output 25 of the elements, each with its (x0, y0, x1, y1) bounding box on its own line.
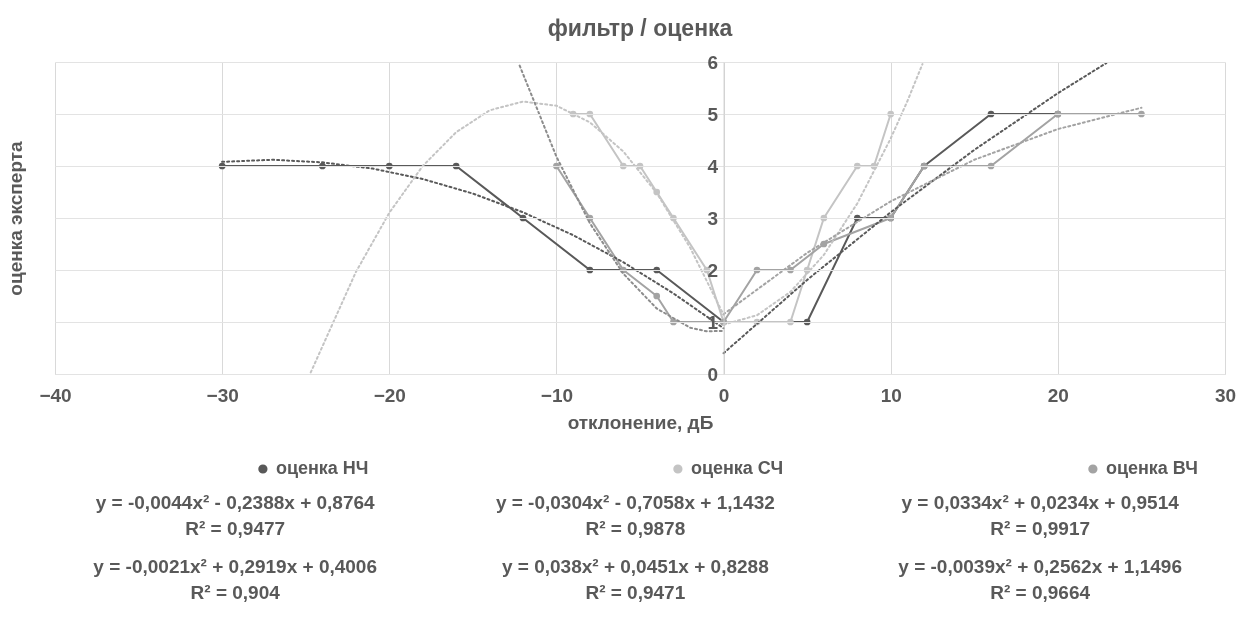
y-tick-label: 2 (707, 259, 719, 281)
legend-label: оценка НЧ (275, 458, 369, 478)
text: y = -0,0021x² + 0,2919x + 0,4006 R² = 0,904 (93, 556, 378, 603)
y-tick-label: 6 (707, 51, 719, 73)
text: y = -0,0304x² - 0,7058x + 1,1432 R² = 0,9878 (495, 492, 775, 539)
text: y = -0,0044x² - 0,2388x + 0,8764 R² = 0,9477 (95, 492, 376, 539)
x-tick-label: 10 (880, 384, 902, 406)
text: y = -0,0039x² + 0,2562x + 1,1496 R² = 0,9664 (898, 556, 1182, 603)
text: y = 0,038x² + 0,0451x + 0,8288 R² = 0,9471 (501, 556, 769, 603)
x-tick-label: 20 (1047, 384, 1069, 406)
y-tick-label: 5 (707, 103, 719, 125)
chart-title: фильтр / оценка (547, 15, 733, 41)
x-axis-title: отклонение, дБ (567, 411, 714, 433)
x-tick-label: −30 (206, 384, 239, 406)
x-tick-label: −40 (39, 384, 72, 406)
y-tick-label: 0 (707, 363, 719, 385)
legend-label: оценка СЧ (690, 458, 784, 478)
x-tick-label: 30 (1214, 384, 1237, 406)
x-tick-label: −20 (373, 384, 406, 406)
y-axis-title: оценка эксперта (4, 140, 26, 296)
x-tick-label: −10 (540, 384, 574, 406)
legend-label: оценка ВЧ (1105, 458, 1198, 478)
text: y = 0,0334x² + 0,0234x + 0,9514 R² = 0,9917 (901, 492, 1180, 539)
y-tick-label: 4 (707, 155, 719, 177)
y-tick-label: 3 (707, 207, 719, 229)
